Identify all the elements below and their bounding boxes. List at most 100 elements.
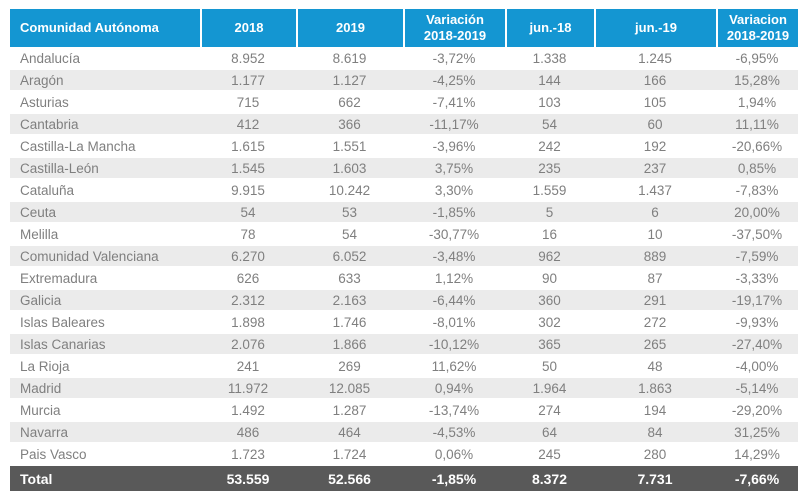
cell-variacion-anual: 3,75% — [403, 158, 505, 180]
cell-region: Melilla — [10, 224, 200, 246]
cell-variacion-junio: 15,28% — [716, 70, 798, 92]
cell-variacion-junio: -5,14% — [716, 378, 798, 400]
cell-jun-18: 144 — [505, 70, 594, 92]
cell-2018: 8.952 — [200, 48, 296, 70]
table-row: Madrid 11.972 12.085 0,94% 1.964 1.863 -5,14% — [10, 378, 798, 400]
cell-variacion-junio: -19,17% — [716, 290, 798, 312]
cell-2018: 486 — [200, 422, 296, 444]
cell-region: Murcia — [10, 400, 200, 422]
table-row: Aragón 1.177 1.127 -4,25% 144 166 15,28% — [10, 70, 798, 92]
cell-variacion-junio: 1,94% — [716, 92, 798, 114]
cell-jun-19: 48 — [594, 356, 716, 378]
cell-2018: 78 — [200, 224, 296, 246]
table-row: Ceuta 54 53 -1,85% 5 6 20,00% — [10, 202, 798, 224]
cell-jun-19: 237 — [594, 158, 716, 180]
cell-variacion-junio: -29,20% — [716, 400, 798, 422]
cell-jun-19: 1.863 — [594, 378, 716, 400]
cell-2018: 1.545 — [200, 158, 296, 180]
cell-2019: 12.085 — [296, 378, 403, 400]
cell-region: Madrid — [10, 378, 200, 400]
cell-2019: 1.287 — [296, 400, 403, 422]
regions-data-table-container: Comunidad Autónoma 2018 2019 Variación 2… — [10, 9, 798, 491]
cell-2018: 1.177 — [200, 70, 296, 92]
cell-2018: 1.615 — [200, 136, 296, 158]
cell-variacion-junio: -4,00% — [716, 356, 798, 378]
cell-variacion-anual: -4,25% — [403, 70, 505, 92]
cell-2019: 1.127 — [296, 70, 403, 92]
table-row: Navarra 486 464 -4,53% 64 84 31,25% — [10, 422, 798, 444]
header-variacion-anual: Variación 2018-2019 — [403, 9, 505, 48]
cell-2019: 1.866 — [296, 334, 403, 356]
cell-2018: 9.915 — [200, 180, 296, 202]
header-jun-18: jun.-18 — [505, 9, 594, 48]
header-2019: 2019 — [296, 9, 403, 48]
cell-region: Navarra — [10, 422, 200, 444]
cell-variacion-anual: 3,30% — [403, 180, 505, 202]
table-row: Asturias 715 662 -7,41% 103 105 1,94% — [10, 92, 798, 114]
cell-region: Castilla-León — [10, 158, 200, 180]
cell-jun-18: 5 — [505, 202, 594, 224]
cell-variacion-anual: -8,01% — [403, 312, 505, 334]
cell-variacion-anual: 0,94% — [403, 378, 505, 400]
cell-variacion-anual: -7,41% — [403, 92, 505, 114]
header-variacion-junio: Variacion 2018-2019 — [716, 9, 798, 48]
cell-variacion-anual: -3,72% — [403, 48, 505, 70]
regions-data-table: Comunidad Autónoma 2018 2019 Variación 2… — [10, 9, 798, 491]
cell-variacion-junio: -7,83% — [716, 180, 798, 202]
table-row: Galicia 2.312 2.163 -6,44% 360 291 -19,17% — [10, 290, 798, 312]
total-jun-19: 7.731 — [594, 466, 716, 491]
cell-jun-19: 87 — [594, 268, 716, 290]
cell-jun-18: 235 — [505, 158, 594, 180]
cell-region: Ceuta — [10, 202, 200, 224]
cell-jun-18: 242 — [505, 136, 594, 158]
cell-jun-18: 302 — [505, 312, 594, 334]
cell-2019: 464 — [296, 422, 403, 444]
cell-2018: 54 — [200, 202, 296, 224]
cell-variacion-anual: -13,74% — [403, 400, 505, 422]
cell-jun-19: 6 — [594, 202, 716, 224]
cell-2019: 2.163 — [296, 290, 403, 312]
table-row: Islas Canarias 2.076 1.866 -10,12% 365 265 -27… — [10, 334, 798, 356]
cell-2018: 626 — [200, 268, 296, 290]
cell-variacion-junio: -7,59% — [716, 246, 798, 268]
cell-variacion-junio: -20,66% — [716, 136, 798, 158]
cell-region: Islas Canarias — [10, 334, 200, 356]
cell-2018: 11.972 — [200, 378, 296, 400]
total-jun-18: 8.372 — [505, 466, 594, 491]
cell-jun-19: 105 — [594, 92, 716, 114]
cell-variacion-anual: -3,48% — [403, 246, 505, 268]
cell-2019: 366 — [296, 114, 403, 136]
cell-region: Galicia — [10, 290, 200, 312]
cell-region: Asturias — [10, 92, 200, 114]
table-row: Andalucía 8.952 8.619 -3,72% 1.338 1.245 -6,95… — [10, 48, 798, 70]
cell-jun-19: 60 — [594, 114, 716, 136]
cell-jun-18: 50 — [505, 356, 594, 378]
cell-variacion-anual: -6,44% — [403, 290, 505, 312]
cell-variacion-junio: 20,00% — [716, 202, 798, 224]
cell-variacion-anual: -30,77% — [403, 224, 505, 246]
cell-2018: 6.270 — [200, 246, 296, 268]
cell-jun-19: 192 — [594, 136, 716, 158]
cell-2019: 54 — [296, 224, 403, 246]
cell-jun-18: 103 — [505, 92, 594, 114]
table-row: La Rioja 241 269 11,62% 50 48 -4,00% — [10, 356, 798, 378]
cell-region: Aragón — [10, 70, 200, 92]
cell-jun-18: 16 — [505, 224, 594, 246]
cell-jun-18: 1.338 — [505, 48, 594, 70]
header-comunidad-autonoma: Comunidad Autónoma — [10, 9, 200, 48]
cell-2019: 633 — [296, 268, 403, 290]
cell-region: Islas Baleares — [10, 312, 200, 334]
cell-2019: 1.603 — [296, 158, 403, 180]
table-row: Cantabria 412 366 -11,17% 54 60 11,11% — [10, 114, 798, 136]
cell-2018: 1.492 — [200, 400, 296, 422]
cell-jun-19: 194 — [594, 400, 716, 422]
cell-variacion-anual: -4,53% — [403, 422, 505, 444]
header-2018: 2018 — [200, 9, 296, 48]
table-row: Castilla-León 1.545 1.603 3,75% 235 237 0,85% — [10, 158, 798, 180]
cell-2019: 269 — [296, 356, 403, 378]
cell-jun-18: 90 — [505, 268, 594, 290]
cell-jun-19: 272 — [594, 312, 716, 334]
cell-variacion-anual: 11,62% — [403, 356, 505, 378]
table-row: Extremadura 626 633 1,12% 90 87 -3,33% — [10, 268, 798, 290]
cell-jun-18: 245 — [505, 444, 594, 466]
